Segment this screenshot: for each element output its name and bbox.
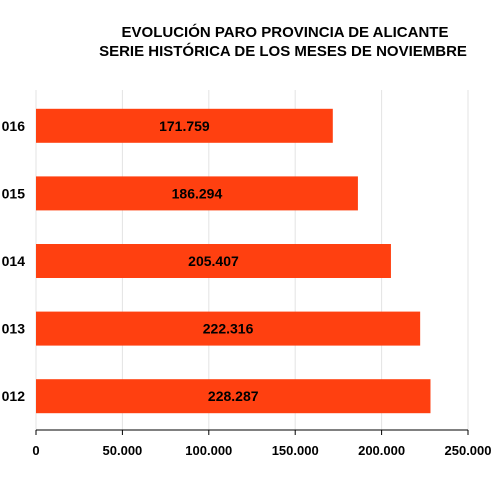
chart-title: EVOLUCIÓN PARO PROVINCIA DE ALICANTE xyxy=(122,23,449,41)
bar xyxy=(36,108,333,143)
chart-subtitle: SERIE HISTÓRICA DE LOS MESES DE NOVIEMBR… xyxy=(99,42,467,60)
y-category-label: 015 xyxy=(2,185,26,201)
bar xyxy=(36,176,358,211)
x-tick-label: 100.000 xyxy=(185,443,232,458)
y-category-label: 013 xyxy=(2,321,26,337)
x-tick-label: 0 xyxy=(32,443,39,458)
y-category-label: 016 xyxy=(2,118,26,134)
x-axis-ticks: 0 50.000 100.000 150.000 200.000 250.000 xyxy=(32,430,492,458)
bar xyxy=(36,311,421,346)
x-tick-label: 200.000 xyxy=(358,443,405,458)
y-category-label: 012 xyxy=(2,388,26,404)
x-tick-label: 50.000 xyxy=(103,443,143,458)
x-tick-label: 250.000 xyxy=(445,443,492,458)
bar-value-label: 171.759 xyxy=(159,118,210,134)
bars: 171.759 186.294 205.407 222.316 228.287 xyxy=(36,108,431,414)
bar xyxy=(36,379,431,414)
bar xyxy=(36,244,391,278)
bar-value-label: 228.287 xyxy=(208,388,259,404)
y-axis-categories: 016 015 014 013 012 xyxy=(2,118,26,404)
bar-value-label: 186.294 xyxy=(172,185,223,201)
bar-value-label: 222.316 xyxy=(203,321,254,337)
x-tick-label: 150.000 xyxy=(272,443,319,458)
y-category-label: 014 xyxy=(2,253,26,269)
bar-value-label: 205.407 xyxy=(188,253,239,269)
